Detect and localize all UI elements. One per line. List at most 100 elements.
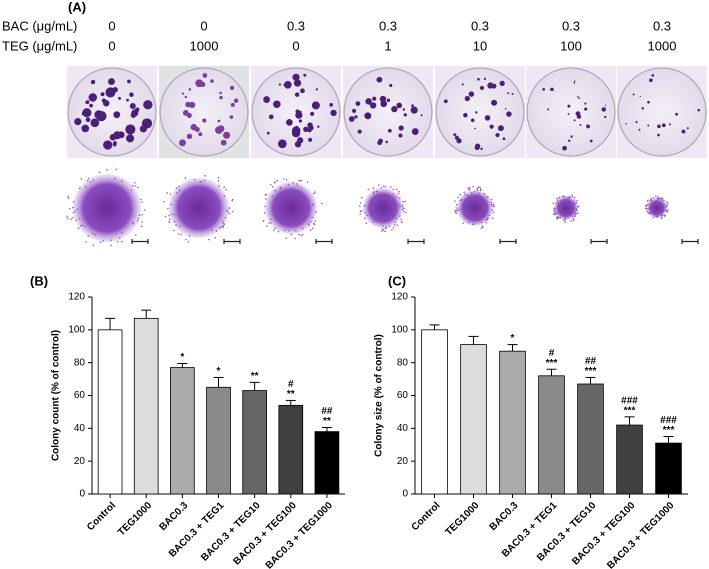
colony-dot — [277, 139, 287, 149]
colony-edge — [373, 191, 375, 193]
colony-edge — [168, 214, 170, 217]
scale-bar — [499, 239, 517, 244]
colony-dot — [126, 134, 135, 143]
colony-edge — [665, 200, 668, 203]
y-tick-label: 0 — [402, 489, 408, 500]
colony-dot — [635, 121, 638, 124]
colony-dot — [376, 76, 383, 83]
colony-edge — [173, 229, 175, 232]
colony-edge — [574, 203, 577, 205]
colony-edge — [311, 216, 314, 219]
colony-edge — [660, 217, 663, 220]
colony-edge — [173, 213, 176, 216]
colony-dot — [389, 83, 393, 88]
colony-dot — [108, 78, 115, 86]
colony-dot — [263, 96, 270, 103]
colony-edge — [72, 201, 75, 203]
colony-dot — [380, 100, 388, 108]
row-value: 1 — [384, 38, 391, 53]
colony-dot — [568, 139, 571, 142]
colony-edge — [168, 221, 171, 224]
colony-edge — [85, 241, 87, 243]
colony-edge — [372, 221, 374, 223]
colony-edge — [203, 179, 206, 182]
colony-edge — [401, 208, 404, 211]
colony-edge — [563, 219, 565, 222]
colony-dot — [284, 80, 292, 89]
colony-edge — [271, 185, 274, 188]
colony-edge — [87, 235, 89, 237]
colony-edge — [473, 190, 476, 193]
colony-edge — [180, 233, 182, 236]
x-tick-label: TEG1000 — [443, 500, 481, 538]
colony-edge — [364, 211, 366, 214]
row-value: 100 — [560, 38, 582, 53]
significance-label: * — [217, 366, 221, 377]
colony-edge — [575, 208, 578, 210]
colony-edge — [84, 186, 87, 188]
colony-edge — [567, 196, 570, 198]
colony — [169, 178, 229, 238]
colony-edge — [295, 183, 298, 185]
colony-edge — [491, 217, 494, 220]
colony-edge — [573, 201, 576, 204]
colony-edge — [384, 227, 387, 230]
colony-edge — [266, 225, 268, 227]
colony-dot — [317, 125, 320, 128]
colony-edge — [480, 221, 483, 224]
colony-dot — [315, 88, 318, 91]
colony-dot — [651, 74, 655, 77]
colony-edge — [270, 221, 273, 224]
bar — [133, 317, 159, 495]
colony-edge — [178, 185, 180, 188]
colony-edge — [490, 201, 493, 204]
colony-edge — [572, 215, 574, 218]
colony-edge — [649, 199, 652, 202]
colony-edge — [177, 233, 180, 235]
colony-dot — [129, 102, 136, 109]
colony-dot — [113, 111, 121, 119]
colony-dot — [189, 101, 196, 109]
colony-edge — [81, 224, 83, 227]
colony — [265, 182, 317, 234]
colony-dot — [329, 102, 334, 107]
colony-edge — [454, 200, 456, 202]
colony-edge — [217, 177, 220, 179]
colony-dot — [188, 88, 192, 91]
colony-dot — [298, 119, 303, 123]
colony-dot — [480, 147, 483, 150]
colony-edge — [576, 199, 578, 202]
colony-edge — [463, 191, 466, 194]
colony-edge — [382, 185, 385, 187]
colony-dot — [398, 133, 403, 138]
colony-edge — [70, 218, 72, 221]
colony-edge — [295, 230, 297, 232]
colony-edge — [574, 211, 577, 214]
colony-edge — [144, 209, 146, 211]
colony-edge — [563, 195, 566, 198]
colony-edge — [367, 188, 370, 191]
colony-dot — [295, 109, 300, 114]
colony-edge — [381, 228, 384, 230]
colony-dot — [477, 77, 480, 81]
colony-dot — [352, 108, 357, 113]
colony-edge — [133, 181, 136, 184]
colony-edge — [92, 244, 95, 247]
row-value: 0 — [108, 38, 115, 53]
colony-edge — [226, 209, 228, 212]
colony-dot — [484, 115, 491, 121]
colony-dot — [310, 111, 315, 116]
colony-edge — [222, 225, 224, 228]
colony-edge — [400, 221, 403, 223]
colony-edge — [556, 197, 558, 200]
colony-dot — [604, 104, 607, 106]
plate — [159, 67, 249, 157]
significance-label: ## — [585, 356, 597, 367]
colony-edge — [492, 205, 494, 208]
colony-dot — [220, 139, 227, 146]
colony-dot — [113, 131, 122, 140]
plate — [617, 67, 707, 157]
colony-edge — [121, 240, 123, 243]
colony-edge — [493, 203, 495, 205]
colony-edge — [360, 210, 363, 212]
